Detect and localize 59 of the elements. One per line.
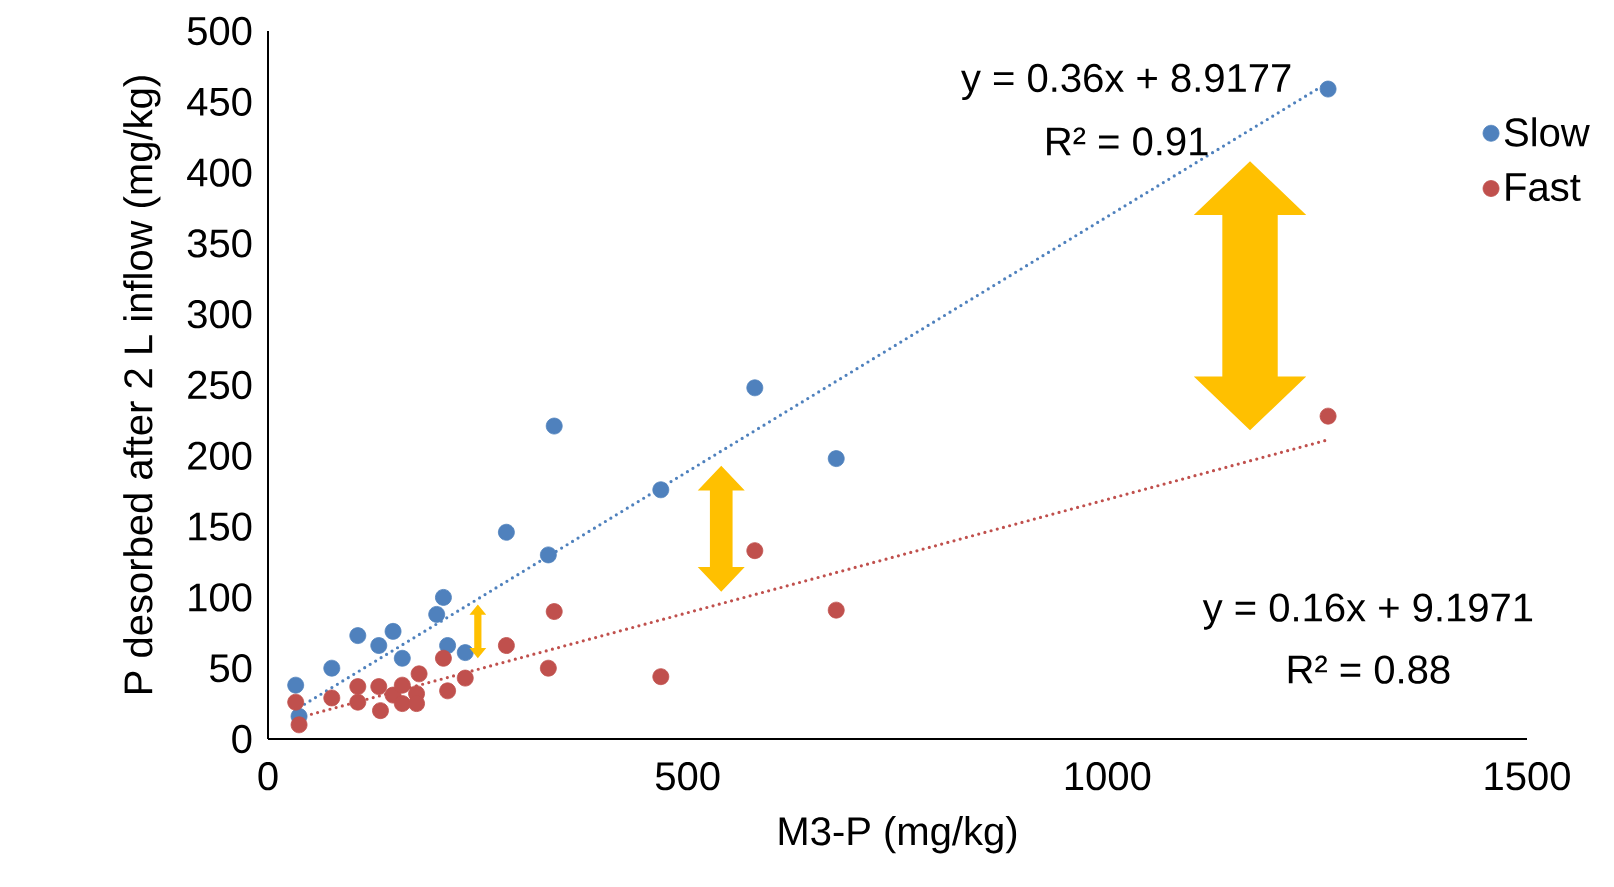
point xyxy=(393,676,411,694)
point xyxy=(1319,407,1337,425)
x-tick-label: 0 xyxy=(258,762,278,791)
point xyxy=(290,716,308,734)
point xyxy=(287,676,305,694)
point xyxy=(370,678,388,695)
point xyxy=(456,644,474,662)
point xyxy=(287,693,305,711)
point xyxy=(539,659,557,677)
point xyxy=(372,702,389,720)
y-tick-label: 500 xyxy=(187,16,252,46)
point xyxy=(827,450,845,468)
point xyxy=(439,682,457,700)
point xyxy=(497,523,515,541)
y-axis-title: P desorbed after 2 L inflow (mg/kg) xyxy=(123,76,161,693)
point xyxy=(393,649,411,667)
point xyxy=(349,693,367,711)
x-tick-label: 1000 xyxy=(1065,762,1151,791)
y-tick-label: 100 xyxy=(189,583,252,612)
point xyxy=(545,417,563,435)
point xyxy=(435,588,452,606)
point xyxy=(410,665,428,683)
y-tick-label: 450 xyxy=(187,87,252,116)
point xyxy=(435,649,452,667)
point xyxy=(746,379,764,397)
y-tick-label: 200 xyxy=(188,441,252,470)
point xyxy=(652,668,670,686)
y-tick-label: 0 xyxy=(232,724,252,754)
point xyxy=(497,637,515,654)
annotation: R² = 0.88 xyxy=(1288,655,1450,684)
point xyxy=(539,546,557,564)
y-tick-label: 400 xyxy=(187,158,252,187)
x-tick-label: 500 xyxy=(655,762,720,791)
point xyxy=(1319,80,1337,98)
annotation: R² = 0.91 xyxy=(1047,127,1208,156)
y-tick-label: 350 xyxy=(187,229,252,258)
y-tick-label: 250 xyxy=(188,370,252,400)
x-axis-title: M3-P (mg/kg) xyxy=(779,816,1017,854)
point xyxy=(393,695,411,712)
y-tick-label: 150 xyxy=(189,512,252,541)
annotation: y = 0.36x + 8.9177 xyxy=(961,63,1291,101)
point xyxy=(827,601,845,619)
point xyxy=(349,627,367,645)
x-tick-label: 1500 xyxy=(1485,762,1570,791)
point xyxy=(652,481,670,499)
point xyxy=(545,603,563,620)
point xyxy=(428,605,446,623)
point xyxy=(746,542,764,560)
point xyxy=(384,622,402,640)
point xyxy=(370,637,388,654)
point xyxy=(323,689,341,707)
point xyxy=(456,669,474,687)
annotation: y = 0.16x + 9.1971 xyxy=(1202,593,1533,630)
point xyxy=(323,659,341,677)
y-tick-label: 50 xyxy=(210,654,252,683)
legend-label: Fast xyxy=(1506,173,1581,202)
point xyxy=(349,678,367,695)
legend-label: Slow xyxy=(1504,117,1590,147)
y-tick-label: 300 xyxy=(187,300,252,329)
